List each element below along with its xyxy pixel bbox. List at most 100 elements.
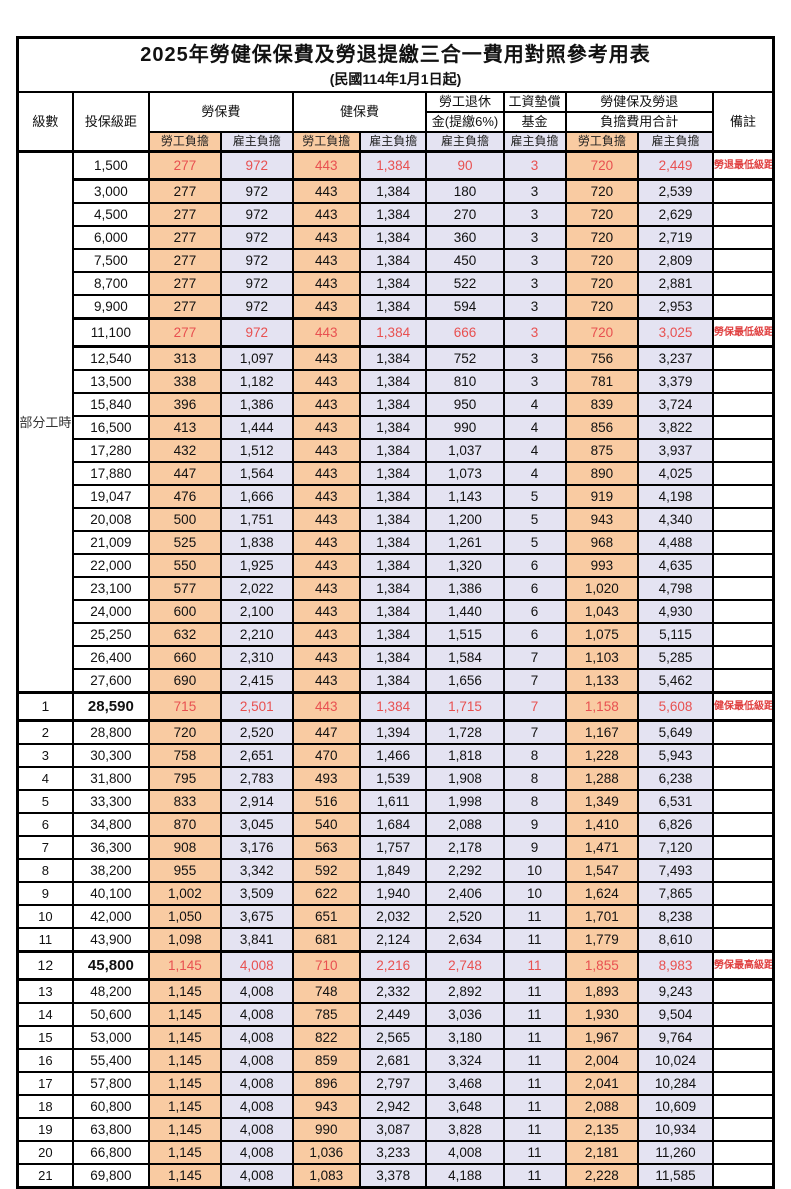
bracket-cell: 3,000 — [71, 178, 151, 204]
labor-ins-employer-cell: 4,008 — [219, 1071, 294, 1096]
col-header-pension-line1: 勞工退休 — [425, 91, 505, 113]
health-ins-employer-cell: 1,384 — [358, 668, 428, 694]
wage-fund-employer-cell: 11 — [502, 978, 567, 1004]
labor-ins-employer-cell: 1,925 — [219, 553, 294, 578]
health-ins-employer-cell: 2,124 — [358, 927, 428, 953]
health-ins-employer-cell: 1,757 — [358, 835, 428, 860]
labor-ins-employer-cell: 2,022 — [219, 576, 294, 601]
pension-employer-cell: 1,584 — [425, 645, 505, 670]
pension-employer-cell: 2,088 — [425, 812, 505, 837]
health-ins-employer-cell: 1,394 — [358, 719, 428, 745]
health-ins-employee-cell: 443 — [291, 345, 361, 371]
labor-ins-employer-cell: 4,008 — [219, 1002, 294, 1027]
labor-ins-employer-cell: 2,310 — [219, 645, 294, 670]
total-employer-cell: 9,764 — [637, 1025, 714, 1050]
level-cell: 9 — [16, 881, 74, 906]
col-header-wage-fund-line1: 工資墊償 — [502, 91, 567, 113]
pension-employer-cell: 1,440 — [425, 599, 505, 624]
labor-ins-employer-cell: 972 — [219, 248, 294, 273]
wage-fund-employer-cell: 8 — [502, 743, 567, 768]
labor-ins-employer-cell: 972 — [219, 178, 294, 204]
total-employee-cell: 856 — [564, 415, 640, 440]
labor-ins-employer-cell: 972 — [219, 225, 294, 250]
remark-cell — [711, 438, 775, 463]
table-row: 17 57,800 1,145 4,008 896 2,797 3,468 11 2,041 10… — [16, 1071, 775, 1096]
health-ins-employer-cell: 1,384 — [358, 392, 428, 417]
labor-ins-employee-cell: 338 — [148, 369, 222, 394]
part-time-group-cell: 部分工時 — [16, 150, 74, 694]
remark-cell — [711, 461, 775, 486]
bracket-cell: 13,500 — [71, 369, 151, 394]
health-ins-employer-cell: 1,384 — [358, 178, 428, 204]
pension-employer-cell: 2,892 — [425, 978, 505, 1004]
bracket-cell: 17,880 — [71, 461, 151, 486]
health-ins-employee-cell: 443 — [291, 691, 361, 722]
pension-employer-cell: 3,648 — [425, 1094, 505, 1119]
wage-fund-employer-cell: 3 — [502, 248, 567, 273]
level-cell: 15 — [16, 1025, 74, 1050]
remark-cell — [711, 858, 775, 883]
health-ins-employer-cell: 1,684 — [358, 812, 428, 837]
health-ins-employee-cell: 443 — [291, 438, 361, 463]
pension-employer-cell: 450 — [425, 248, 505, 273]
remark-cell — [711, 1140, 775, 1165]
labor-ins-employee-cell: 1,145 — [148, 1117, 222, 1142]
bracket-cell: 17,280 — [71, 438, 151, 463]
table-row: 20,008 500 1,751 443 1,384 1,200 5 943 4,340 — [18, 507, 775, 532]
health-ins-employer-cell: 1,384 — [358, 484, 428, 509]
health-ins-employee-cell: 1,036 — [291, 1140, 361, 1165]
level-cell: 11 — [16, 927, 74, 953]
labor-ins-employer-cell: 1,564 — [219, 461, 294, 486]
labor-ins-employee-cell: 447 — [148, 461, 222, 486]
wage-fund-employer-cell: 5 — [502, 484, 567, 509]
pension-employer-cell: 3,324 — [425, 1048, 505, 1073]
level-cell: 6 — [16, 812, 74, 837]
subheader-pension-employer: 雇主負擔 — [425, 131, 505, 153]
table-row: 8,700 277 972 443 1,384 522 3 720 2,881 — [18, 271, 775, 296]
labor-ins-employee-cell: 870 — [148, 812, 222, 837]
bracket-cell: 36,300 — [71, 835, 151, 860]
total-employer-cell: 4,198 — [637, 484, 714, 509]
subheader-wage-fund-employer: 雇主負擔 — [502, 131, 567, 153]
labor-ins-employee-cell: 1,145 — [148, 1094, 222, 1119]
labor-ins-employee-cell: 795 — [148, 766, 222, 791]
health-ins-employee-cell: 651 — [291, 904, 361, 929]
health-ins-employee-cell: 443 — [291, 294, 361, 320]
wage-fund-employer-cell: 10 — [502, 858, 567, 883]
table-row: 15 53,000 1,145 4,008 822 2,565 3,180 11 1,967 9,… — [16, 1025, 775, 1050]
health-ins-employer-cell: 1,384 — [358, 691, 428, 722]
pension-employer-cell: 1,515 — [425, 622, 505, 647]
health-ins-employee-cell: 822 — [291, 1025, 361, 1050]
wage-fund-employer-cell: 11 — [502, 1071, 567, 1096]
wage-fund-employer-cell: 7 — [502, 645, 567, 670]
labor-ins-employer-cell: 4,008 — [219, 1163, 294, 1189]
bracket-cell: 28,590 — [71, 691, 151, 722]
table-row: 15,840 396 1,386 443 1,384 950 4 839 3,724 — [18, 392, 775, 417]
health-ins-employer-cell: 3,378 — [358, 1163, 428, 1189]
subheader-health-employer: 雇主負擔 — [358, 131, 428, 153]
remark-cell — [711, 881, 775, 906]
health-ins-employee-cell: 516 — [291, 789, 361, 814]
table-row: 12,540 313 1,097 443 1,384 752 3 756 3,237 — [18, 345, 775, 371]
remark-cell — [711, 507, 775, 532]
table-row: 14 50,600 1,145 4,008 785 2,449 3,036 11 1,930 9,… — [16, 1002, 775, 1027]
remark-cell — [711, 225, 775, 250]
bracket-cell: 24,000 — [71, 599, 151, 624]
total-employee-cell: 781 — [564, 369, 640, 394]
labor-ins-employer-cell: 1,182 — [219, 369, 294, 394]
labor-ins-employer-cell: 1,751 — [219, 507, 294, 532]
table-row: 23,100 577 2,022 443 1,384 1,386 6 1,020 4,798 — [18, 576, 775, 601]
table-row: 25,250 632 2,210 443 1,384 1,515 6 1,075 5,115 — [18, 622, 775, 647]
health-ins-employee-cell: 447 — [291, 719, 361, 745]
health-ins-employee-cell: 443 — [291, 622, 361, 647]
bracket-cell: 22,000 — [71, 553, 151, 578]
remark-cell — [711, 812, 775, 837]
pension-employer-cell: 1,320 — [425, 553, 505, 578]
total-employer-cell: 8,238 — [637, 904, 714, 929]
total-employee-cell: 1,075 — [564, 622, 640, 647]
health-ins-employee-cell: 1,083 — [291, 1163, 361, 1189]
bracket-cell: 27,600 — [71, 668, 151, 694]
remark-cell — [711, 789, 775, 814]
total-employee-cell: 720 — [564, 248, 640, 273]
health-ins-employer-cell: 1,466 — [358, 743, 428, 768]
